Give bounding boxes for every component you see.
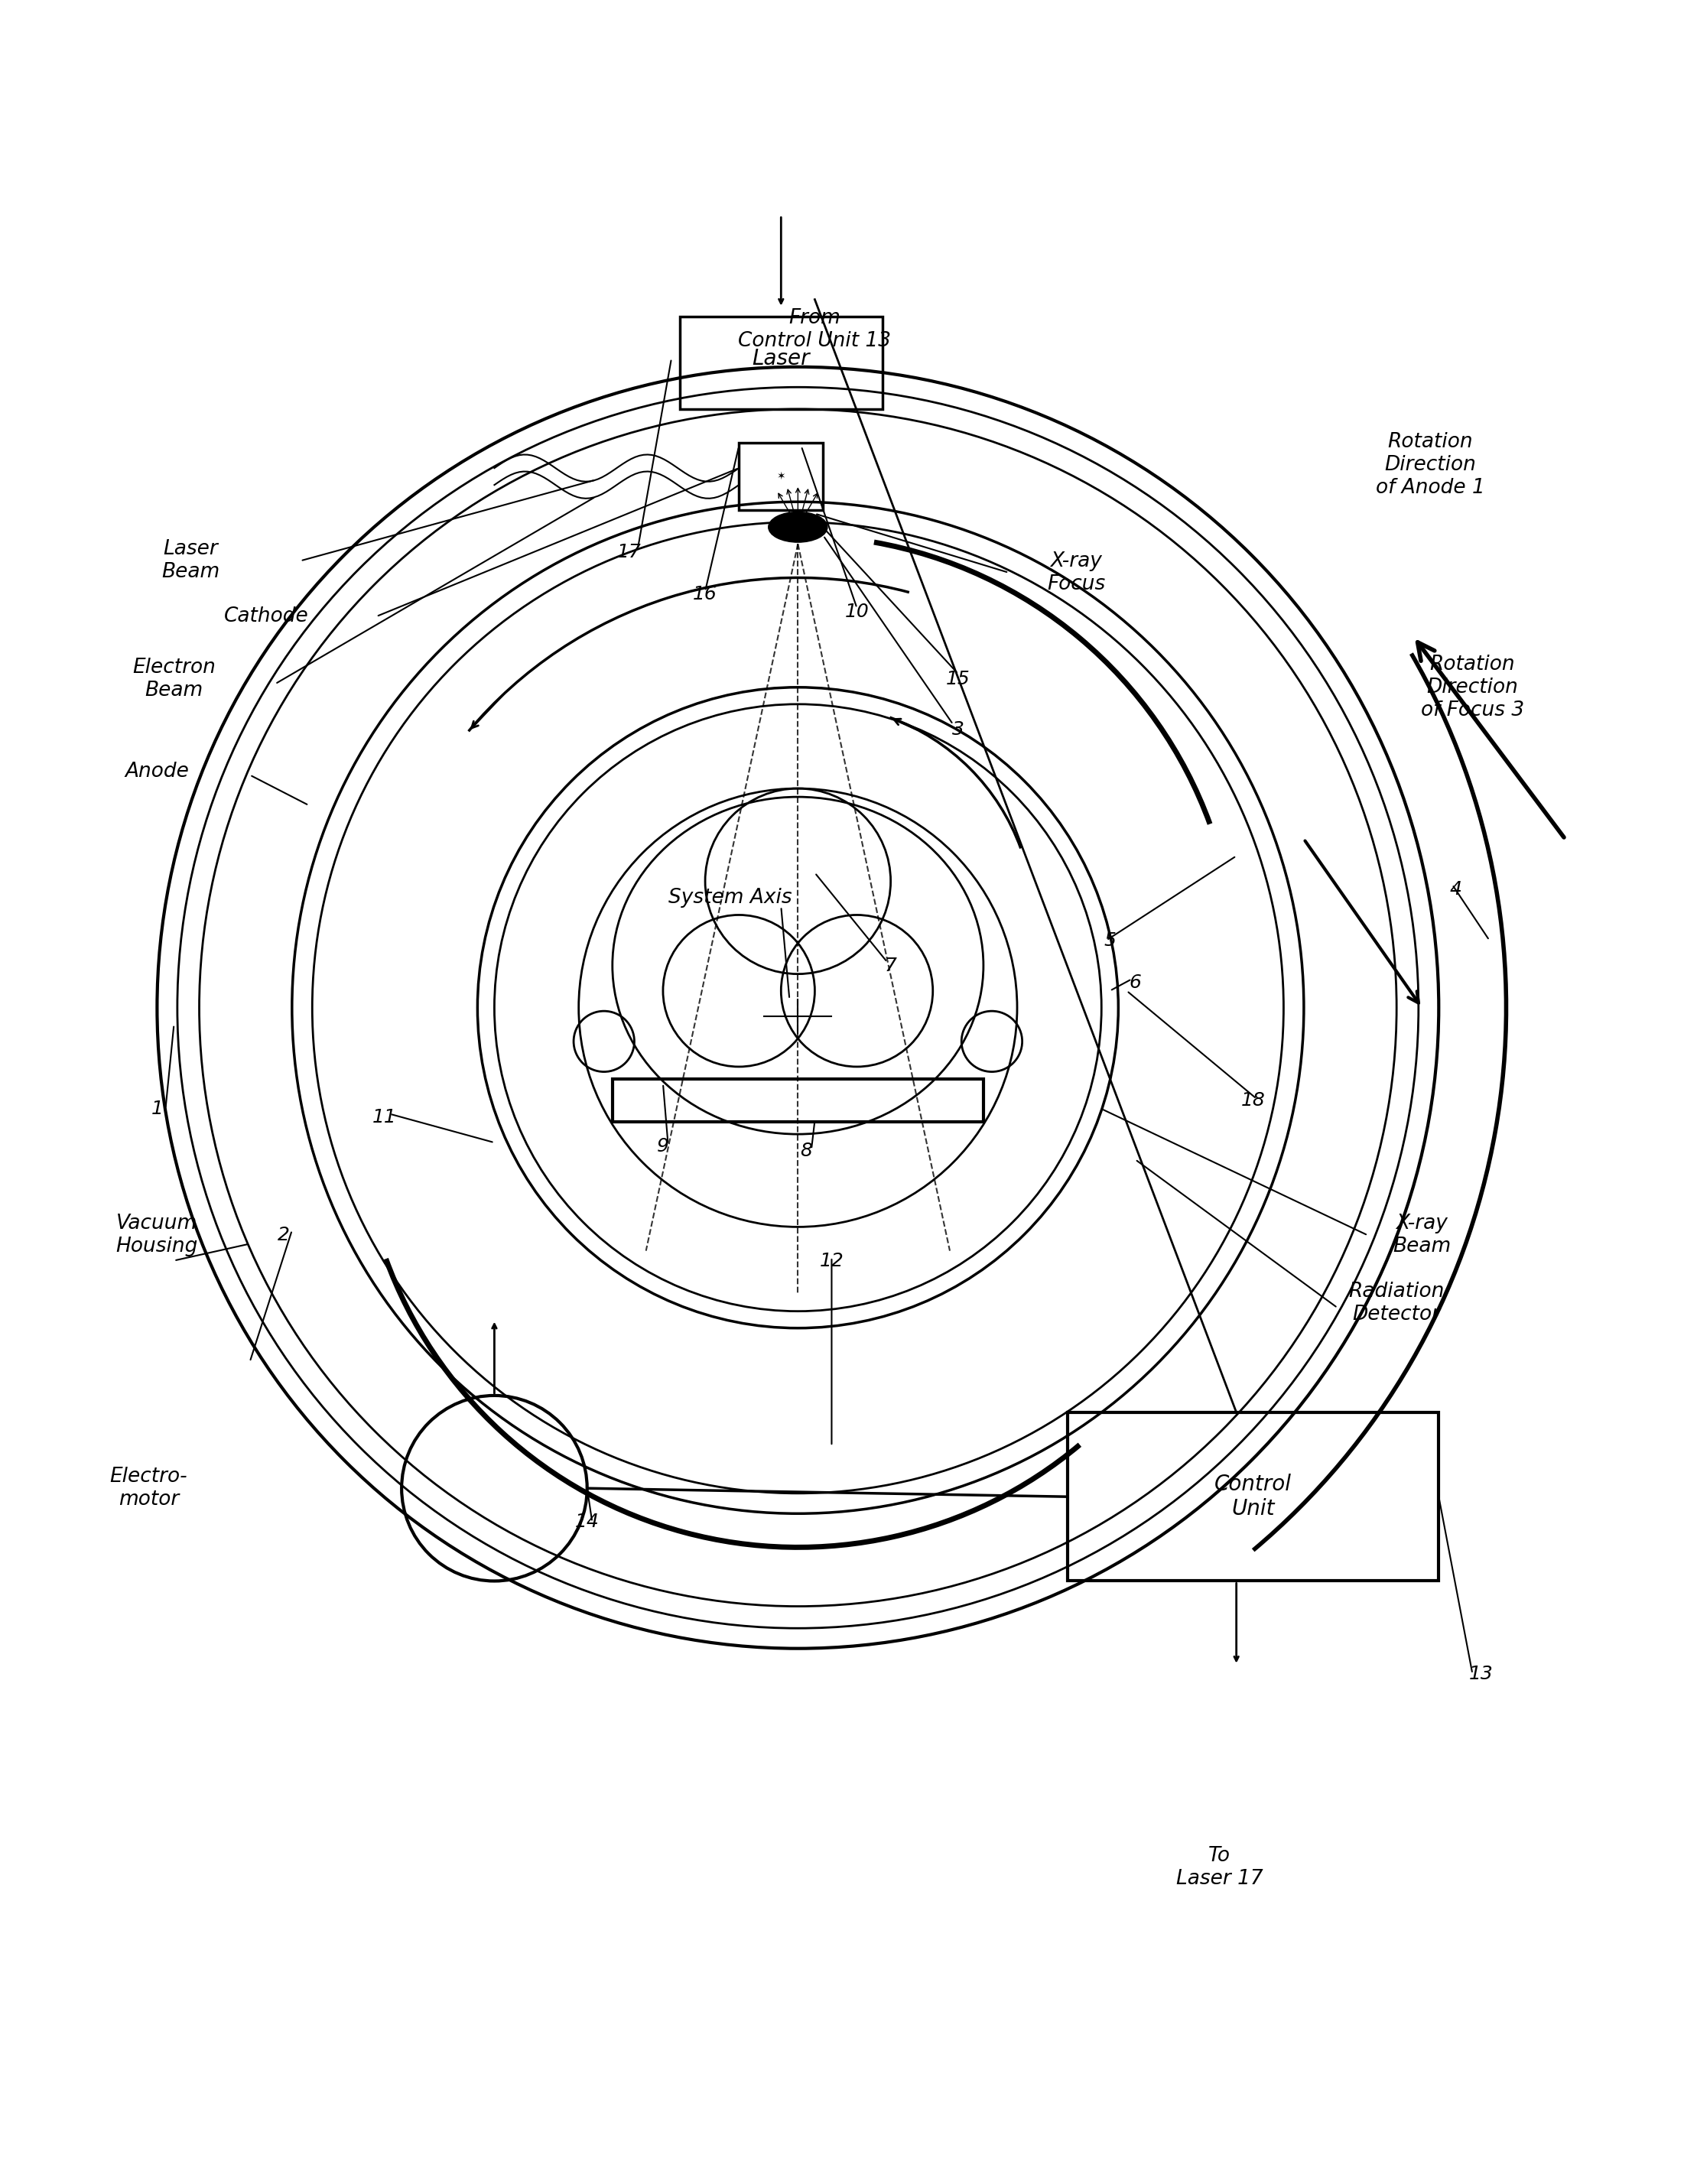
Text: 7: 7 bbox=[884, 957, 896, 974]
Text: 13: 13 bbox=[1468, 1664, 1493, 1684]
Text: 15: 15 bbox=[945, 670, 971, 688]
Bar bbox=[613, 1079, 983, 1123]
Text: 12: 12 bbox=[820, 1251, 843, 1269]
Text: Rotation
Direction
of Focus 3: Rotation Direction of Focus 3 bbox=[1420, 655, 1524, 721]
Text: Laser
Beam: Laser Beam bbox=[161, 539, 221, 583]
Text: Electron
Beam: Electron Beam bbox=[132, 657, 216, 701]
Text: Radiation
Detector: Radiation Detector bbox=[1349, 1282, 1444, 1324]
Bar bbox=[738, 443, 823, 511]
Text: Anode: Anode bbox=[126, 762, 188, 782]
Text: Vacuum
Housing: Vacuum Housing bbox=[115, 1214, 199, 1256]
Text: System Axis: System Axis bbox=[669, 889, 792, 909]
Text: 2: 2 bbox=[278, 1225, 290, 1245]
Text: 5: 5 bbox=[1103, 930, 1117, 950]
Text: Electro-
motor: Electro- motor bbox=[110, 1468, 187, 1509]
Text: Cathode: Cathode bbox=[224, 607, 309, 627]
Text: 10: 10 bbox=[845, 603, 869, 620]
Text: 9: 9 bbox=[657, 1138, 669, 1155]
Text: 14: 14 bbox=[575, 1514, 599, 1531]
Text: 4: 4 bbox=[1449, 880, 1461, 900]
Text: 8: 8 bbox=[801, 1142, 813, 1160]
Text: 3: 3 bbox=[952, 721, 964, 738]
Bar bbox=[680, 317, 882, 408]
Text: 16: 16 bbox=[692, 585, 718, 603]
Text: ✶: ✶ bbox=[777, 472, 786, 483]
Text: 17: 17 bbox=[618, 544, 641, 561]
Text: 18: 18 bbox=[1241, 1092, 1266, 1109]
Text: Laser: Laser bbox=[752, 347, 809, 369]
Ellipse shape bbox=[769, 511, 828, 542]
Text: X-ray
Focus: X-ray Focus bbox=[1047, 550, 1105, 594]
Text: From
Control Unit 13: From Control Unit 13 bbox=[738, 308, 891, 352]
Text: 11: 11 bbox=[373, 1107, 397, 1127]
Text: X-ray
Beam: X-ray Beam bbox=[1393, 1214, 1451, 1256]
Text: Rotation
Direction
of Anode 1: Rotation Direction of Anode 1 bbox=[1376, 432, 1485, 498]
Bar bbox=[1067, 1413, 1439, 1581]
Text: 6: 6 bbox=[1129, 974, 1142, 992]
Text: To
Laser 17: To Laser 17 bbox=[1176, 1845, 1263, 1889]
Text: Control
Unit: Control Unit bbox=[1215, 1474, 1291, 1520]
Text: 1: 1 bbox=[151, 1101, 163, 1118]
